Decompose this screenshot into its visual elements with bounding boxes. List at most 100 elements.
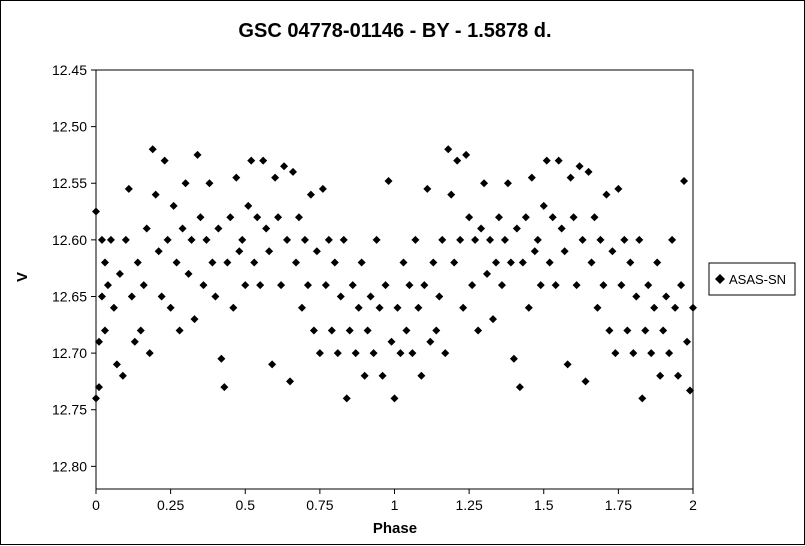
data-point [477, 224, 486, 233]
data-point [399, 258, 408, 267]
data-point [366, 292, 375, 301]
data-point [483, 269, 492, 278]
data-point [154, 247, 163, 256]
data-point [444, 145, 453, 154]
data-point [115, 269, 124, 278]
data-point [557, 224, 566, 233]
data-point [268, 360, 277, 369]
data-point [465, 213, 474, 222]
data-point [417, 371, 426, 380]
data-point [408, 349, 417, 358]
data-point [489, 315, 498, 324]
plot-area [95, 69, 694, 490]
data-point [289, 167, 298, 176]
data-point [414, 303, 423, 312]
data-point [686, 386, 695, 395]
data-point [617, 281, 626, 290]
data-point [587, 258, 596, 267]
data-point [423, 184, 432, 193]
data-point [109, 303, 118, 312]
data-point [677, 281, 686, 290]
data-point [306, 190, 315, 199]
data-point [339, 235, 348, 244]
data-point [411, 235, 420, 244]
data-point [512, 224, 521, 233]
data-point [151, 190, 160, 199]
data-point [232, 173, 241, 182]
data-point [608, 247, 617, 256]
data-point [578, 235, 587, 244]
data-point [480, 179, 489, 188]
data-point [572, 281, 581, 290]
data-point [662, 292, 671, 301]
y-tick-label: 12.65 [52, 288, 87, 304]
data-point [184, 269, 193, 278]
data-point [569, 213, 578, 222]
data-point [133, 258, 142, 267]
data-point [303, 281, 312, 290]
data-point [247, 156, 256, 165]
data-point [127, 292, 136, 301]
data-point [220, 383, 229, 392]
data-point [312, 247, 321, 256]
chart-title: GSC 04778-01146 - BY - 1.5878 d. [238, 20, 551, 42]
data-point [205, 179, 214, 188]
data-point [521, 213, 530, 222]
data-point [262, 224, 271, 233]
data-point [294, 213, 303, 222]
data-point [208, 258, 217, 267]
legend-marker-diamond [715, 274, 725, 284]
y-tick-label: 12.55 [52, 175, 87, 191]
data-point [638, 394, 647, 403]
data-point [324, 235, 333, 244]
data-point [590, 213, 599, 222]
data-point [635, 235, 644, 244]
data-point [300, 235, 309, 244]
data-point [539, 201, 548, 210]
data-point [554, 156, 563, 165]
data-point [680, 176, 689, 185]
data-point [566, 173, 575, 182]
data-point [683, 337, 692, 346]
data-point [614, 184, 623, 193]
legend-label: ASAS-SN [729, 272, 786, 287]
data-point [563, 360, 572, 369]
data-point [405, 281, 414, 290]
data-point [124, 184, 133, 193]
data-point [244, 201, 253, 210]
data-point [277, 281, 286, 290]
data-point [139, 281, 148, 290]
data-point [97, 292, 106, 301]
y-tick-label: 12.60 [52, 232, 87, 248]
data-point [175, 326, 184, 335]
data-point [438, 235, 447, 244]
data-point [163, 235, 172, 244]
data-point [345, 326, 354, 335]
data-point [623, 326, 632, 335]
data-point [193, 150, 202, 159]
data-point [181, 179, 190, 188]
data-point [387, 337, 396, 346]
data-point [211, 292, 220, 301]
data-point [259, 156, 268, 165]
data-point [148, 145, 157, 154]
data-point [468, 281, 477, 290]
data-point [309, 326, 318, 335]
data-point [402, 326, 411, 335]
data-point [112, 360, 121, 369]
data-point [351, 349, 360, 358]
data-point [593, 303, 602, 312]
data-point [363, 326, 372, 335]
data-point [223, 258, 232, 267]
data-point [291, 258, 300, 267]
y-tick-label: 12.80 [52, 458, 87, 474]
data-point [354, 303, 363, 312]
x-axis-title: Phase [373, 520, 417, 537]
data-point [393, 303, 402, 312]
data-point [214, 224, 223, 233]
data-point [459, 303, 468, 312]
data-point [390, 394, 399, 403]
data-point [486, 235, 495, 244]
data-point [536, 281, 545, 290]
data-point [474, 326, 483, 335]
